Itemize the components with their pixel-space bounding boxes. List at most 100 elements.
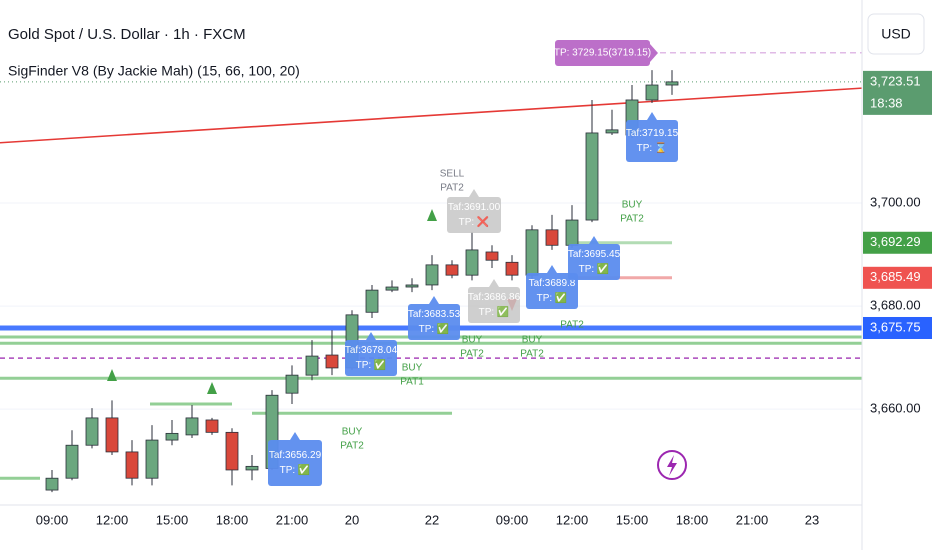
signal-text: PAT2 xyxy=(560,320,584,331)
candle-body xyxy=(565,219,579,246)
price-label-box xyxy=(863,231,932,254)
candle-body xyxy=(65,444,79,479)
x-tick-label: 12:00 xyxy=(556,512,589,527)
annotation-text: TP: ⌛ xyxy=(637,141,668,154)
alert-icon[interactable] xyxy=(657,450,687,480)
candle-body xyxy=(45,477,59,491)
annotation-text: Taf:3686.86 xyxy=(468,292,521,303)
annotation-pointer xyxy=(429,296,439,304)
y-tick-label: 3,680.00 xyxy=(870,298,921,313)
signal-text: BUY xyxy=(462,335,483,346)
signal-text: PAT2 xyxy=(440,183,464,194)
candle-body xyxy=(645,84,659,101)
annotation-box xyxy=(526,273,578,309)
annotation-box xyxy=(568,244,620,280)
annotation-text: Taf:3678.04 xyxy=(345,345,398,356)
annotation-pointer xyxy=(290,432,300,440)
candle-body xyxy=(165,432,179,441)
x-tick-label: 09:00 xyxy=(496,512,529,527)
annotation-text: TP: ❌ xyxy=(459,215,490,228)
annotation: Taf:3719.15 TP: ⌛ xyxy=(626,112,679,162)
signal-text: PAT2 xyxy=(620,214,644,225)
candle-body xyxy=(125,451,139,479)
annotation-box xyxy=(345,340,397,376)
candle-body xyxy=(285,374,299,394)
x-tick-label: 21:00 xyxy=(276,512,309,527)
signal-text: BUY xyxy=(342,427,363,438)
annotation-box xyxy=(626,120,678,162)
trendline xyxy=(0,87,863,144)
x-tick-label: 15:00 xyxy=(156,512,189,527)
x-tick-label: 20 xyxy=(345,512,359,527)
currency[interactable]: USD xyxy=(881,26,911,42)
candle-body xyxy=(385,286,399,291)
annotation-text: Taf:3719.15 xyxy=(626,128,679,139)
candle-body xyxy=(465,249,479,276)
annotation: Taf:3695.45 TP: ✅ xyxy=(568,236,621,280)
signal-text: SELL xyxy=(440,169,465,180)
candle-body xyxy=(525,229,539,276)
candle-body xyxy=(325,354,339,369)
signal-text: PAT2 xyxy=(460,349,484,360)
candle-body xyxy=(305,355,319,376)
candle-body xyxy=(445,264,459,276)
annotation-text: Taf:3656.29 xyxy=(269,450,322,461)
annotation: Taf:3686.86 TP: ✅ xyxy=(468,279,521,323)
signal-triangle xyxy=(207,382,217,394)
annotation: TP: 3729.15(3719.15) xyxy=(554,40,658,66)
annotation: Taf:3691.00 TP: ❌ xyxy=(447,189,501,233)
annotation-pointer xyxy=(489,279,499,287)
candle-body xyxy=(225,431,239,471)
signal-triangle xyxy=(107,369,117,381)
price-label-box xyxy=(863,316,932,339)
annotation-box xyxy=(468,287,520,323)
annotation-text: Taf:3689.8 xyxy=(529,278,576,289)
annotation-text: TP: ✅ xyxy=(479,305,510,318)
annotation: Taf:3656.29 TP: ✅ xyxy=(268,432,322,486)
price-label: 3,692.29 xyxy=(870,234,921,249)
last-price-label: 3,723.51 xyxy=(870,73,921,88)
candle-body xyxy=(85,417,99,446)
x-tick-label: 09:00 xyxy=(36,512,69,527)
signal-text: BUY xyxy=(402,363,423,374)
signal-text: PAT2 xyxy=(340,441,364,452)
candle-body xyxy=(485,251,499,261)
price-label: 3,675.75 xyxy=(870,319,921,334)
candle-body xyxy=(205,419,219,433)
annotation-pointer xyxy=(469,189,479,197)
x-tick-label: 23 xyxy=(805,512,819,527)
annotation-pointer xyxy=(366,332,376,340)
candle-body xyxy=(505,261,519,276)
y-tick-label: 3,700.00 xyxy=(870,194,921,209)
last-price-box xyxy=(863,70,932,115)
candle-body xyxy=(665,81,679,86)
annotation-text: TP: ✅ xyxy=(280,463,311,476)
candle-body xyxy=(245,465,259,471)
candle-body xyxy=(365,289,379,313)
indicator-name: SigFinder V8 (By Jackie Mah) (15, 66, 10… xyxy=(8,63,300,79)
x-tick-label: 18:00 xyxy=(216,512,249,527)
chart-title: Gold Spot / U.S. Dollar · 1h · FXCM xyxy=(8,26,246,43)
annotation-text: Taf:3691.00 xyxy=(448,202,501,213)
annotation-pointer xyxy=(589,236,599,244)
annotation: Taf:3678.04 TP: ✅ xyxy=(345,332,398,376)
signal-text: BUY xyxy=(622,200,643,211)
annotation-text: TP: ✅ xyxy=(356,358,387,371)
annotation-text: TP: ✅ xyxy=(579,262,610,275)
annotation-pointer xyxy=(647,112,657,120)
countdown: 18:38 xyxy=(870,95,903,110)
plot-area: BUY PAT2 BUY PAT1 BUY PAT2 BUY PAT2 PAT2 BUY PAT2 S… xyxy=(0,40,863,493)
candle-body xyxy=(185,417,199,436)
price-label-box xyxy=(863,266,932,289)
x-tick-label: 22 xyxy=(425,512,439,527)
candle-body xyxy=(585,132,599,221)
x-tick-label: 18:00 xyxy=(676,512,709,527)
currency-button[interactable] xyxy=(867,13,925,55)
annotation-box xyxy=(408,304,460,340)
candle-body xyxy=(425,264,439,286)
annotation-box xyxy=(268,440,322,486)
candle-body xyxy=(605,129,619,134)
annotation: Taf:3683.53 TP: ✅ xyxy=(408,296,461,340)
annotation-pointer xyxy=(547,265,557,273)
annotation-pointer xyxy=(650,44,658,62)
